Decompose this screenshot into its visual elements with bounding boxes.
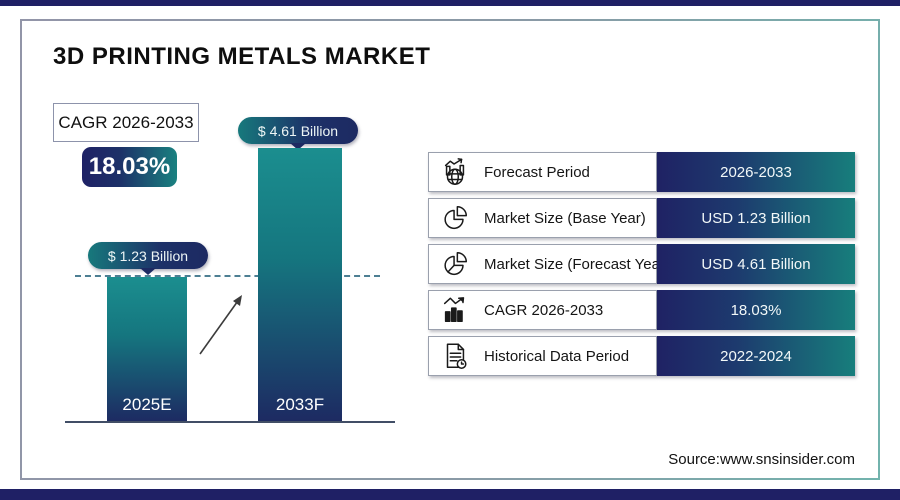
bar-growth-icon <box>439 294 471 326</box>
table-row-value: USD 1.23 Billion <box>657 198 855 238</box>
table-row: CAGR 2026-2033 18.03% <box>428 290 855 330</box>
table-row-value: 2026-2033 <box>657 152 855 192</box>
bar-value-callout-2025: $ 1.23 Billion <box>88 242 208 269</box>
table-row-label: CAGR 2026-2033 <box>484 301 604 319</box>
source-attribution: Source:www.snsinsider.com <box>668 451 855 468</box>
bar-category-label: 2033F <box>275 395 325 414</box>
pie-chart-exploded-icon <box>439 248 471 280</box>
table-row: Market Size (Forecast Year) USD 4.61 Bil… <box>428 244 855 284</box>
top-accent-bar <box>0 0 900 6</box>
table-row-label: Market Size (Base Year) <box>484 209 646 227</box>
table-row-value: 2022-2024 <box>657 336 855 376</box>
page-title: 3D PRINTING METALS MARKET <box>53 43 431 70</box>
bottom-accent-bar <box>0 489 900 500</box>
pie-chart-icon <box>439 202 471 234</box>
growth-arrow-icon <box>199 295 242 355</box>
table-row-value: USD 4.61 Billion <box>657 244 855 284</box>
cagr-period-box: CAGR 2026-2033 <box>53 103 199 142</box>
document-clock-icon <box>439 340 471 372</box>
callout-pointer-2033 <box>290 143 306 150</box>
table-row-label: Forecast Period <box>484 163 590 181</box>
table-row-label: Market Size (Forecast Year) <box>484 255 670 273</box>
globe-growth-icon <box>439 156 471 188</box>
table-row: Market Size (Base Year) USD 1.23 Billion <box>428 198 855 238</box>
bar-value-callout-2033: $ 4.61 Billion <box>238 117 358 144</box>
table-row: Historical Data Period 2022-2024 <box>428 336 855 376</box>
market-summary-table: Forecast Period 2026-2033 Market Size (B… <box>428 152 855 382</box>
table-row: Forecast Period 2026-2033 <box>428 152 855 192</box>
bar-2033: 2033F <box>258 148 342 422</box>
bar-category-label: 2025E <box>122 395 172 414</box>
bar-2025: 2025E <box>107 277 187 422</box>
chart-baseline <box>65 421 395 423</box>
reference-dashed-line <box>75 275 380 277</box>
callout-pointer-2025 <box>140 268 156 275</box>
table-row-label: Historical Data Period <box>484 347 630 365</box>
table-row-value: 18.03% <box>657 290 855 330</box>
cagr-value-badge: 18.03% <box>82 147 177 187</box>
